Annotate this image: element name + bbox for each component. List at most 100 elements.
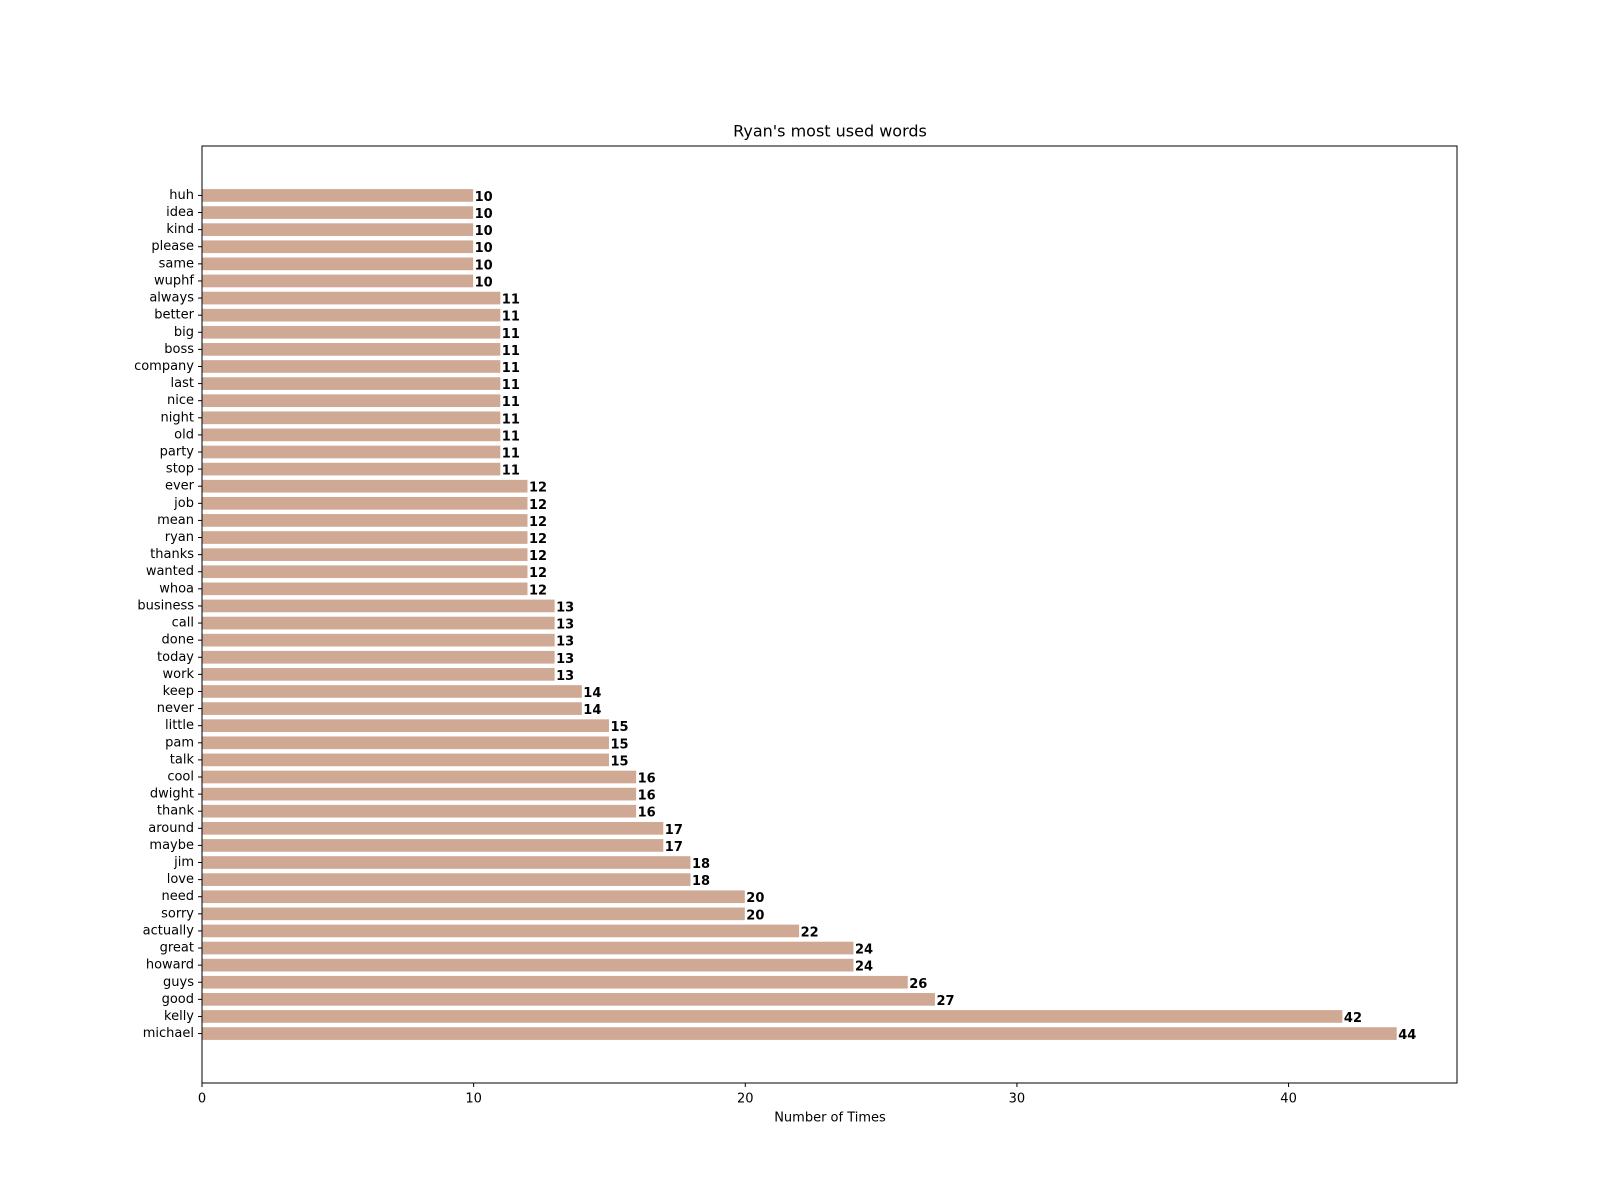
y-tick-label: actually xyxy=(143,923,195,938)
y-tick-label: big xyxy=(174,325,194,340)
bar xyxy=(201,239,475,255)
bar xyxy=(201,992,936,1007)
y-tick-label: please xyxy=(151,239,194,254)
bar xyxy=(201,1009,1344,1024)
bar xyxy=(201,290,502,306)
bar xyxy=(201,427,502,443)
y-tick-label: cool xyxy=(167,769,194,784)
data-label: 16 xyxy=(638,771,656,786)
y-tick-label: jim xyxy=(173,855,194,870)
bar xyxy=(201,889,746,905)
x-tick-label: 20 xyxy=(737,1092,754,1107)
y-tick-label: good xyxy=(162,992,194,1007)
bar xyxy=(201,615,556,631)
data-label: 14 xyxy=(583,686,601,701)
bar xyxy=(201,188,475,203)
chart-title: Ryan's most used words xyxy=(733,122,927,141)
bar xyxy=(201,444,502,460)
y-tick-label: guys xyxy=(163,975,194,990)
data-label: 11 xyxy=(502,447,520,462)
data-label: 13 xyxy=(556,635,574,650)
y-tick-label: last xyxy=(171,376,194,391)
bar xyxy=(201,820,665,836)
data-label: 11 xyxy=(502,378,520,393)
y-tick-label: nice xyxy=(167,393,194,408)
bar xyxy=(201,273,475,289)
data-label: 22 xyxy=(801,925,819,940)
x-tick-label: 30 xyxy=(1009,1092,1026,1107)
y-tick-label: night xyxy=(161,410,194,425)
y-tick-label: boss xyxy=(164,342,194,357)
data-label: 20 xyxy=(746,891,764,906)
data-label: 42 xyxy=(1344,1011,1362,1026)
bar xyxy=(201,667,556,682)
y-tick-label: great xyxy=(160,941,194,956)
y-tick-label: howard xyxy=(146,958,194,973)
data-label: 11 xyxy=(502,395,520,410)
data-label: 24 xyxy=(855,960,873,975)
y-tick-label: talk xyxy=(170,752,195,767)
data-label: 20 xyxy=(746,908,764,923)
data-label: 18 xyxy=(692,857,710,872)
bar xyxy=(201,222,475,237)
data-label: 12 xyxy=(529,498,547,513)
bar xyxy=(201,324,502,340)
data-label: 16 xyxy=(638,806,656,821)
bar xyxy=(201,478,529,494)
data-label: 27 xyxy=(936,994,954,1009)
data-label: 12 xyxy=(529,566,547,581)
data-label: 13 xyxy=(556,600,574,615)
bar xyxy=(201,359,502,374)
y-tick-label: need xyxy=(162,889,195,904)
y-tick-label: done xyxy=(162,633,194,648)
data-label: 11 xyxy=(502,310,520,325)
y-tick-label: whoa xyxy=(159,581,194,596)
bar xyxy=(201,786,638,802)
y-tick-label: wuphf xyxy=(154,273,194,288)
data-label: 11 xyxy=(502,361,520,376)
y-tick-label: kind xyxy=(166,222,194,237)
y-tick-label: business xyxy=(137,598,194,613)
bar xyxy=(201,393,502,409)
y-tick-label: never xyxy=(157,701,195,716)
bar xyxy=(201,410,502,426)
bar xyxy=(201,684,583,699)
bar xyxy=(201,547,529,562)
bar xyxy=(201,735,610,751)
y-tick-label: party xyxy=(160,445,195,460)
plot-frame xyxy=(201,145,1458,1084)
data-label: 15 xyxy=(610,720,628,735)
data-label: 12 xyxy=(529,532,547,547)
bar xyxy=(201,701,583,716)
data-label: 15 xyxy=(610,737,628,752)
data-label: 13 xyxy=(556,669,574,684)
data-label: 10 xyxy=(475,258,493,273)
y-tick-label: love xyxy=(167,872,194,887)
bar xyxy=(201,495,529,511)
y-tick-label: thanks xyxy=(150,547,194,562)
bar xyxy=(201,205,475,220)
data-label: 12 xyxy=(529,549,547,564)
data-label: 26 xyxy=(909,977,927,992)
bar xyxy=(201,940,855,956)
data-label: 11 xyxy=(502,412,520,427)
data-label: 12 xyxy=(529,583,547,598)
data-label: 17 xyxy=(665,840,683,855)
bar xyxy=(201,581,529,597)
y-tick-label: idea xyxy=(166,205,194,220)
data-label: 10 xyxy=(475,241,493,256)
bar xyxy=(201,769,638,785)
bar xyxy=(201,957,855,973)
y-tick-label: stop xyxy=(166,462,194,477)
y-tick-label: thank xyxy=(157,804,195,819)
data-label: 16 xyxy=(638,789,656,804)
y-tick-label: around xyxy=(148,821,194,836)
bar xyxy=(201,752,610,768)
y-tick-label: little xyxy=(165,718,194,733)
bar xyxy=(201,974,909,990)
y-tick-label: pam xyxy=(165,735,194,750)
data-label: 14 xyxy=(583,703,601,718)
y-tick-label: ever xyxy=(165,479,195,494)
